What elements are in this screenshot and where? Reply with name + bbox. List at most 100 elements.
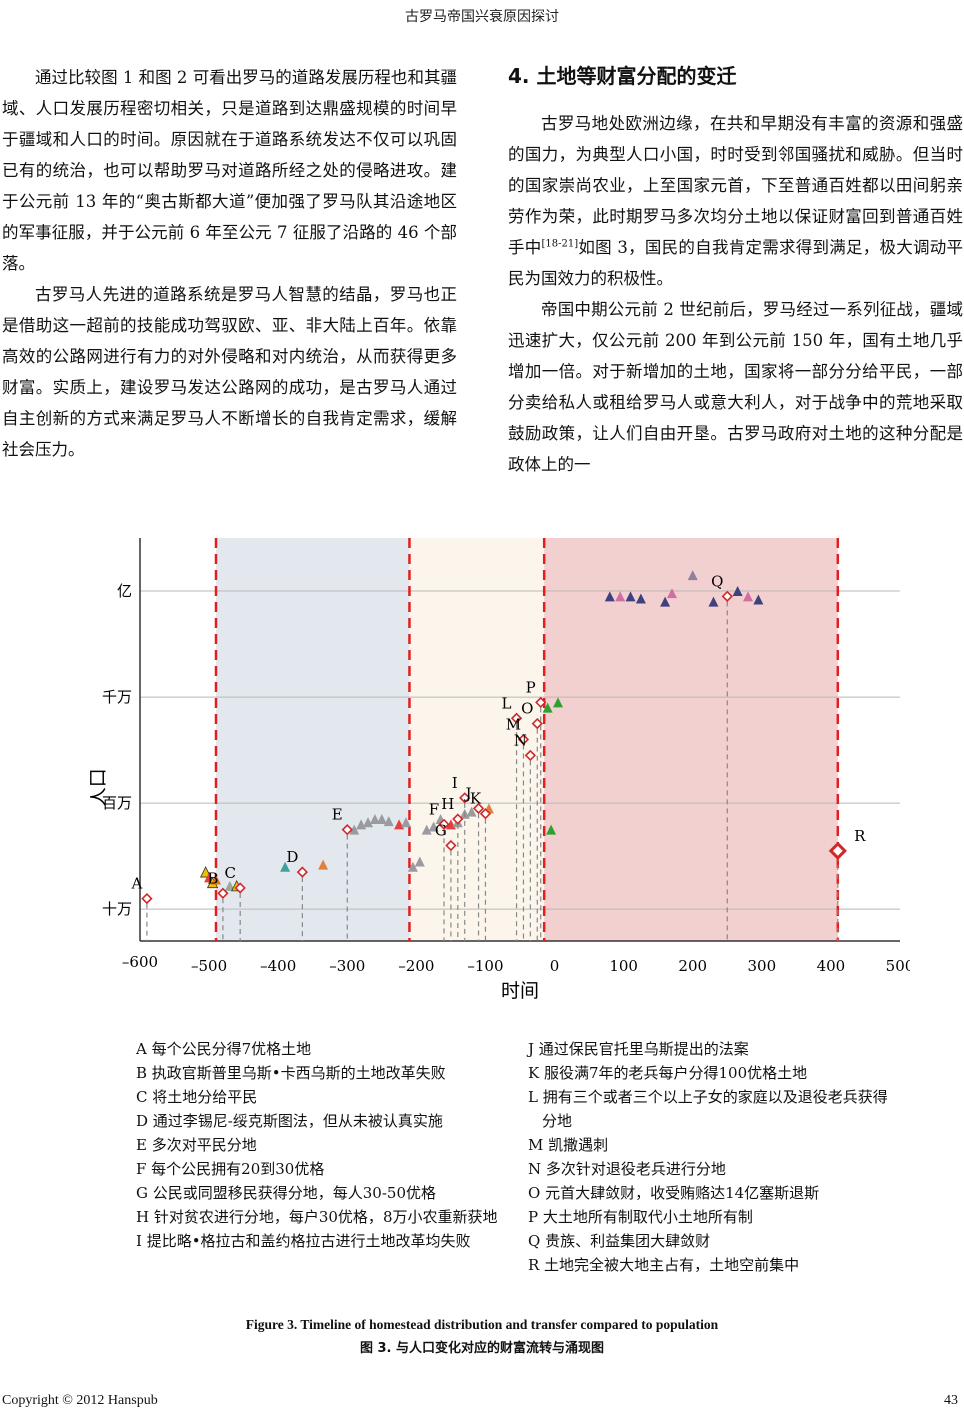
population-point	[383, 816, 394, 827]
event-label: O	[521, 700, 533, 718]
event-label: N	[514, 731, 527, 749]
legend-item: P 大土地所有制取代小土地所有制	[528, 1208, 753, 1226]
running-header: 古罗马帝国兴衰原因探讨	[405, 9, 559, 25]
paragraph: 古罗马地处欧洲边缘，在共和早期没有丰富的资源和强盛的国力，为典型人口小国，时时受…	[508, 108, 963, 294]
event-marker	[472, 802, 485, 815]
x-tick-label: 500	[886, 957, 910, 975]
event-label: H	[441, 795, 454, 813]
period-band	[216, 538, 410, 941]
event-marker	[452, 813, 464, 825]
event-marker	[517, 733, 530, 746]
event-marker	[828, 841, 847, 860]
event-label: B	[207, 869, 218, 887]
population-point	[318, 859, 329, 870]
citation: [18-21]	[541, 238, 579, 250]
x-tick-label: 200	[678, 957, 707, 975]
population-point	[553, 697, 563, 708]
population-point	[428, 821, 439, 832]
population-point	[660, 596, 671, 607]
paragraph-text: 古罗马地处欧洲边缘，在共和早期没有丰富的资源和强盛的国力，为典型人口小国，时时受…	[508, 114, 963, 257]
population-point	[280, 861, 291, 872]
x-tick-label: –100	[467, 957, 503, 975]
paragraph: 古罗马人先进的道路系统是罗马人智慧的结晶，罗马也正是借助这一超前的技能成功驾驭欧…	[2, 285, 457, 459]
population-point	[376, 814, 387, 825]
event-label: D	[286, 848, 298, 866]
y-tick-label: 亿	[117, 582, 132, 600]
legend-item: H 针对贫农进行分地，每户30优格，8万小农重新获地	[136, 1208, 498, 1226]
population-point	[753, 594, 764, 605]
event-marker	[721, 590, 733, 602]
population-point	[401, 817, 411, 828]
event-label: I	[452, 774, 458, 792]
x-tick-label: –400	[260, 957, 296, 975]
event-marker	[524, 749, 536, 762]
legend-item: C 将土地分给平民	[136, 1088, 258, 1106]
event-label: K	[470, 790, 482, 808]
legend-item: L 拥有三个或者三个以上子女的家庭以及退役老兵获得分地	[528, 1088, 888, 1130]
event-marker	[341, 824, 353, 836]
population-point	[363, 817, 373, 828]
population-point	[625, 591, 636, 602]
legend-item: D 通过李锡尼-绥克斯图法，但从未被认真实施	[136, 1112, 443, 1130]
event-marker	[535, 696, 547, 709]
figure-caption-chinese: 图 3. 与人口变化对应的财富流转与涌现图	[359, 1341, 605, 1356]
legend-item: R 土地完全被大地主占有，土地空前集中	[528, 1256, 800, 1274]
event-label: M	[506, 716, 521, 734]
x-axis-title: 时间	[501, 980, 539, 1002]
event-label: P	[526, 678, 536, 696]
event-label: Q	[711, 572, 723, 590]
event-label: L	[502, 694, 512, 712]
event-marker	[438, 818, 450, 830]
population-point	[687, 570, 698, 581]
page-number: 43	[944, 1393, 958, 1408]
legend-item: A 每个公民分得7优格土地	[136, 1040, 312, 1058]
population-point	[414, 856, 425, 867]
event-label: G	[435, 822, 447, 840]
population-point	[604, 591, 615, 602]
y-axis-title: 人口	[90, 768, 109, 806]
event-marker	[234, 882, 246, 894]
event-label: A	[130, 875, 142, 893]
legend-item: I 提比略•格拉古和盖约格拉古进行土地改革均失败	[136, 1232, 471, 1250]
x-tick-label: –300	[329, 957, 365, 975]
legend-item: K 服役满7年的老兵每户分得100优格土地	[528, 1064, 808, 1082]
event-label: J	[464, 784, 472, 802]
event-label: R	[854, 827, 866, 845]
event-marker	[445, 839, 457, 852]
timeline-chart: 十万 百万 千万 亿 –600 –500 –400 –300 –200 –100 0 100 200 30…	[87, 538, 914, 1002]
left-column: 通过比较图 1 和图 2 可看出罗马的道路发展历程也和其疆域、人口发展历程密切相…	[2, 62, 457, 465]
x-tick-label: 100	[609, 957, 638, 975]
legend-item: N 多次针对退役老兵进行分地	[528, 1160, 726, 1178]
legend-item: E 多次对平民分地	[136, 1136, 257, 1154]
y-tick-label: 百万	[102, 794, 132, 812]
legend-item: B 执政官斯普里乌斯•卡西乌斯的土地改革失败	[136, 1064, 446, 1082]
x-tick-label: 400	[817, 957, 846, 975]
population-point	[421, 824, 432, 835]
figure-caption-english: Figure 3. Timeline of homestead distribu…	[245, 1317, 719, 1332]
population-point	[349, 824, 360, 835]
event-marker	[296, 866, 308, 878]
population-point	[546, 824, 557, 835]
event-marker	[531, 717, 543, 730]
population-point	[224, 880, 235, 891]
event-label: F	[429, 800, 439, 818]
event-marker	[510, 712, 523, 724]
y-tick-label: 千万	[102, 688, 132, 706]
figure-3: 十万 百万 千万 亿 –600 –500 –400 –300 –200 –100 0 100 200 30…	[87, 533, 914, 1003]
population-point	[407, 861, 418, 872]
population-point	[211, 874, 221, 885]
legend-item: G 公民或同盟移民获得分地，每人30-50优格	[136, 1184, 436, 1202]
legend-item: O 元首大肆敛财，收受贿赂达14亿塞斯退斯	[528, 1184, 820, 1202]
x-tick-label: –600	[122, 953, 158, 971]
legend-item: Q 贵族、利益集团大肆敛财	[528, 1232, 711, 1250]
period-band	[544, 538, 838, 941]
x-tick-label: 300	[747, 957, 776, 975]
y-tick-label: 十万	[102, 900, 132, 918]
population-point	[369, 814, 380, 825]
copyright-footer: Copyright © 2012 Hanspub	[2, 1393, 158, 1408]
event-label: C	[224, 864, 235, 882]
x-tick-label: –500	[191, 957, 227, 975]
population-point	[542, 702, 553, 713]
event-marker	[141, 892, 153, 905]
legend-item: J 通过保民官托里乌斯提出的法案	[528, 1040, 749, 1058]
